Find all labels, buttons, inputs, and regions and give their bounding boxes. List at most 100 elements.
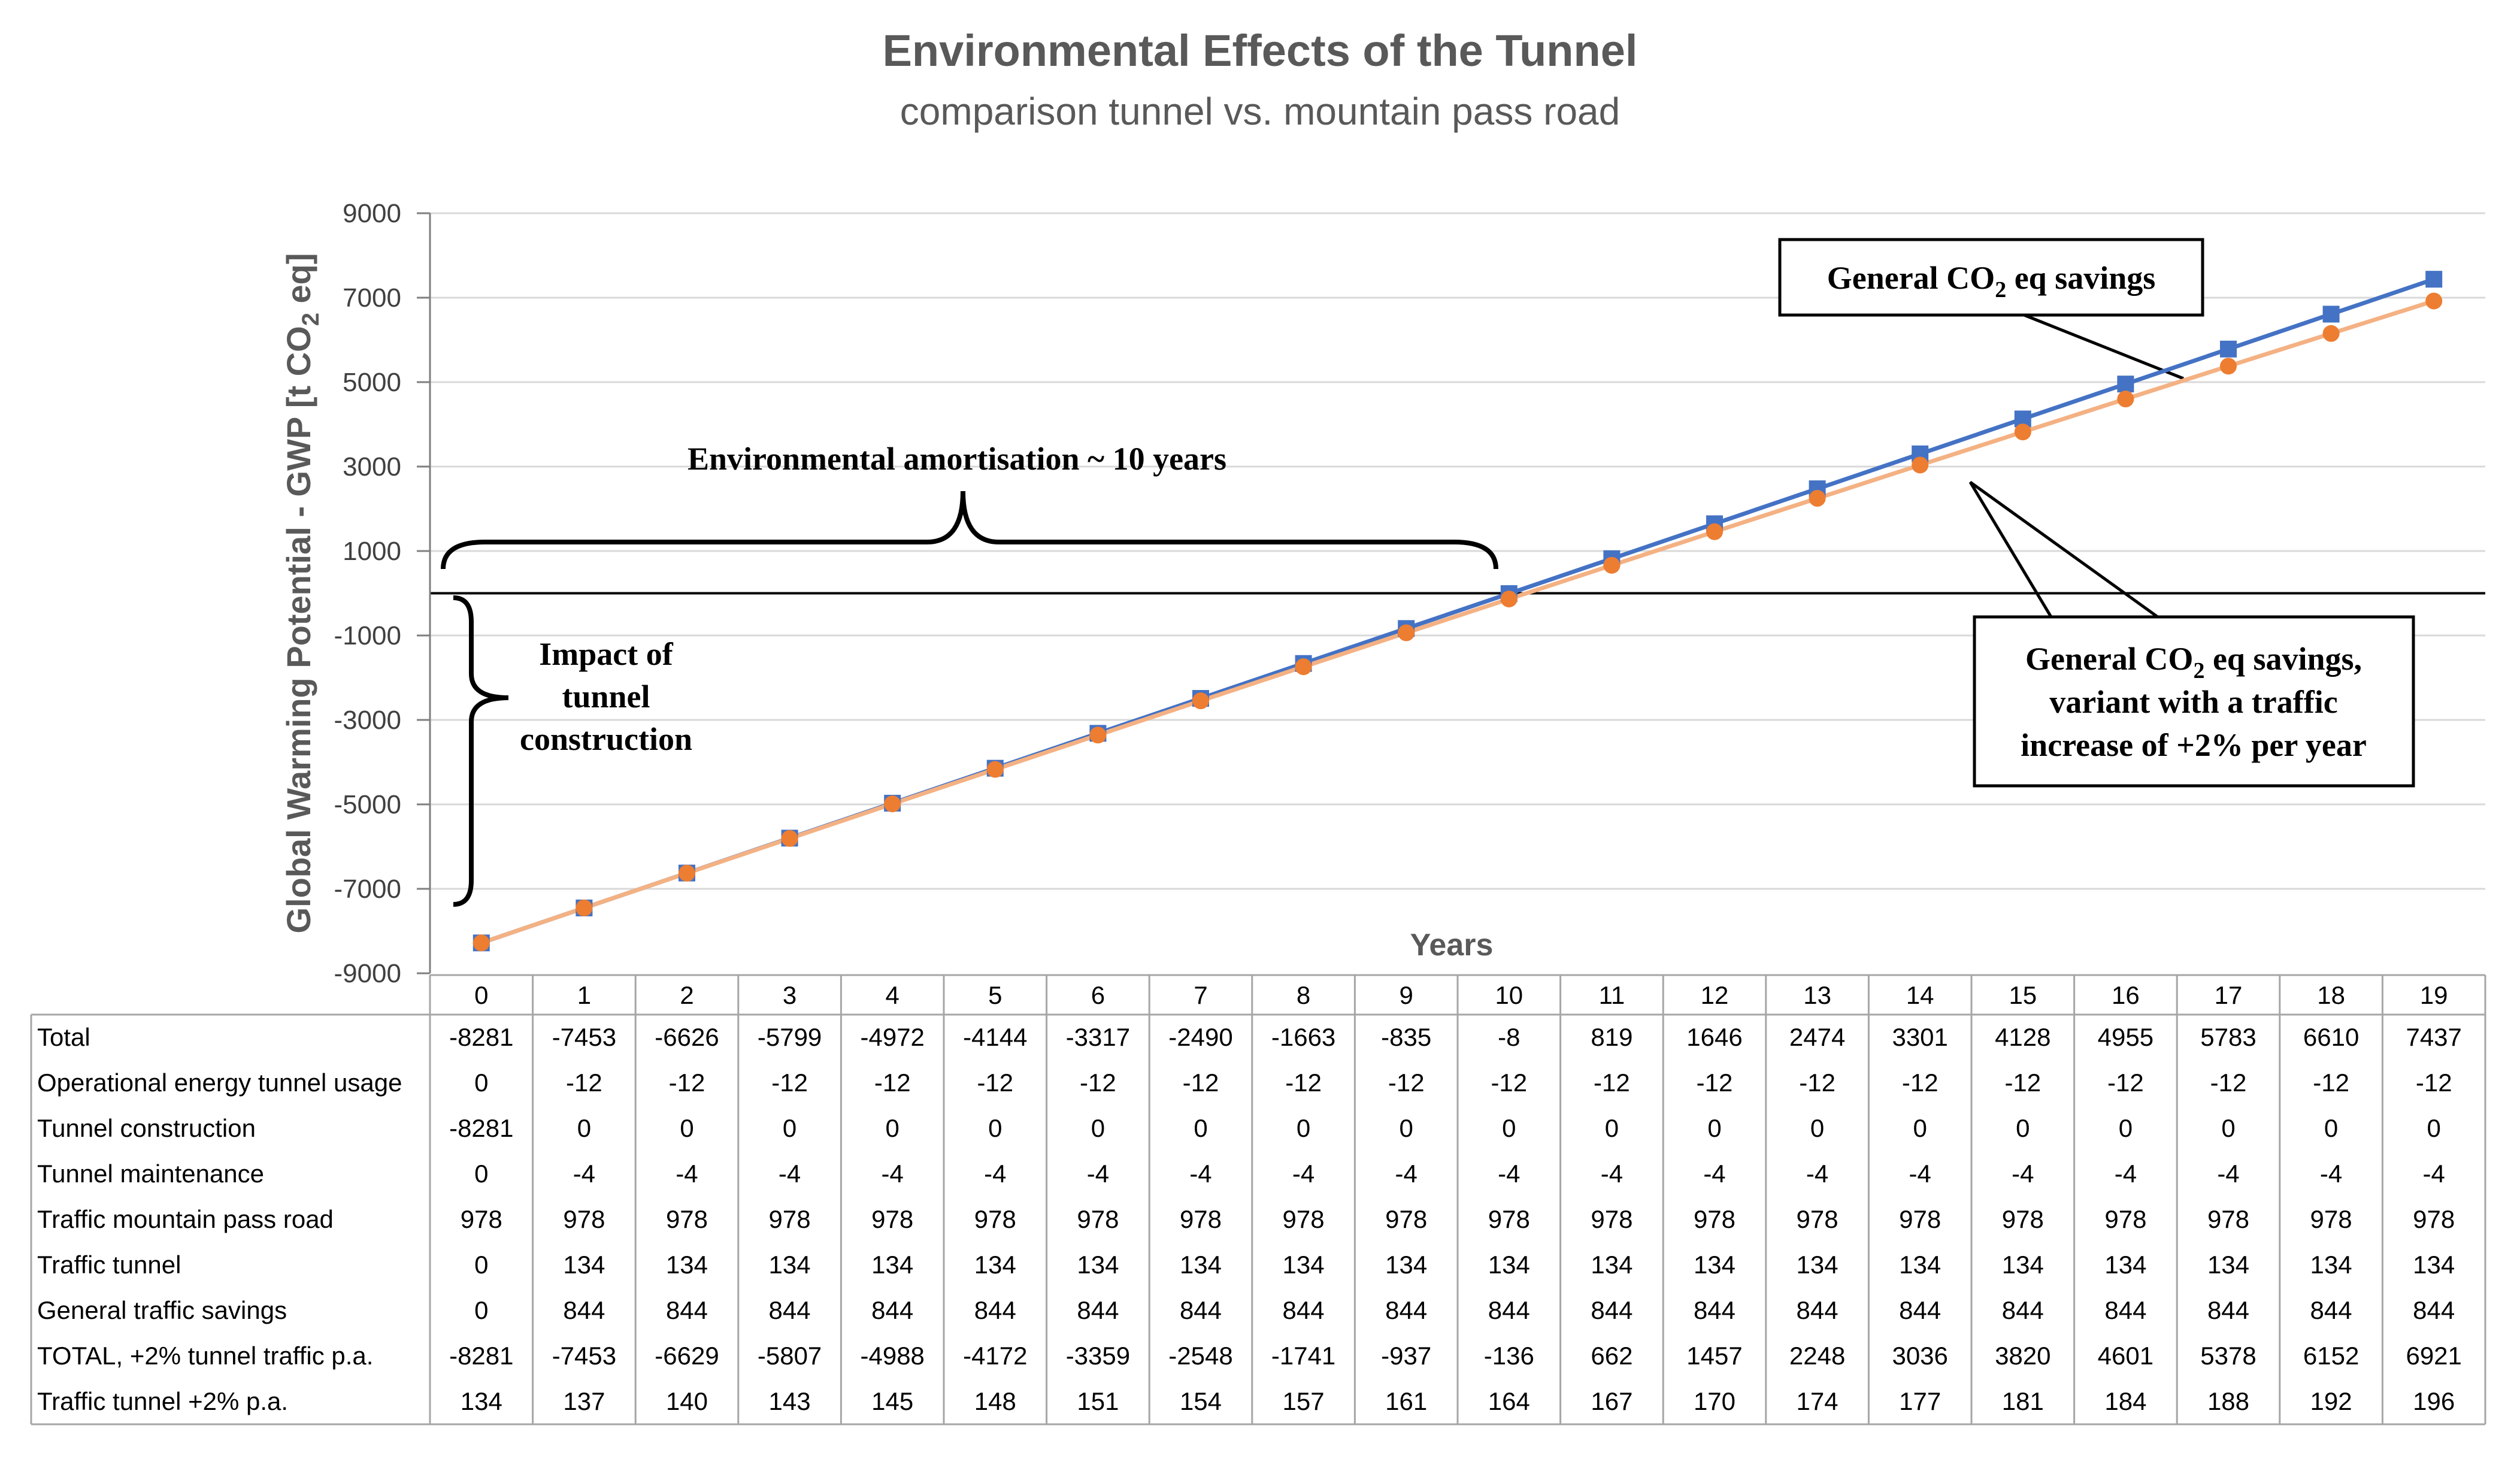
table-cell: -12 [2004, 1069, 2041, 1097]
table-cell: 0 [2221, 1114, 2235, 1142]
table-cell: -8281 [449, 1342, 513, 1370]
table-cell: 134 [1180, 1251, 1222, 1279]
y-tick-label: -5000 [334, 790, 401, 819]
table-cell: 0 [1502, 1114, 1516, 1142]
gridlines [430, 212, 2485, 890]
table-row-label: Total [37, 1023, 90, 1051]
table-cell: 0 [2324, 1114, 2338, 1142]
table-cell: 3820 [1995, 1342, 2050, 1370]
table-cell: 151 [1077, 1387, 1119, 1415]
x-tick-label: 3 [783, 981, 796, 1009]
amortisation-brace [441, 491, 1498, 570]
x-tick-label: 15 [2009, 981, 2037, 1009]
table-cell: -12 [1388, 1069, 1425, 1097]
table-cell: -12 [1183, 1069, 1219, 1097]
table-cell: -5799 [758, 1023, 822, 1051]
table-row-label: Tunnel maintenance [37, 1160, 264, 1188]
table-cell: 844 [563, 1296, 605, 1324]
table-cell: 978 [461, 1205, 502, 1233]
series-1-marker [1500, 591, 1518, 608]
table-cell: 6921 [2406, 1342, 2461, 1370]
table-cell: 2248 [1789, 1342, 1845, 1370]
table-cell: 0 [2119, 1114, 2133, 1142]
table-cell: 154 [1180, 1387, 1222, 1415]
table-cell: -4 [779, 1160, 801, 1188]
x-tick-label: 17 [2215, 981, 2243, 1009]
y-tick-label: 5000 [343, 368, 401, 397]
table-cell: 0 [1913, 1114, 1927, 1142]
x-axis-label: Years [1410, 928, 1494, 962]
table-cell: 6610 [2303, 1023, 2359, 1051]
table-cell: -1663 [1271, 1023, 1335, 1051]
table-cell: -7453 [552, 1342, 616, 1370]
series-1-marker [1603, 556, 1621, 574]
table-cell: 174 [1797, 1387, 1838, 1415]
table-cell: 978 [1591, 1205, 1632, 1233]
table-cell: 134 [1077, 1251, 1119, 1279]
table-cell: 978 [1797, 1205, 1838, 1233]
series-1-marker [2014, 423, 2031, 441]
table-cell: 134 [769, 1251, 811, 1279]
table-cell: 978 [1694, 1205, 1735, 1233]
table-cell: -12 [1902, 1069, 1939, 1097]
table-cell: -4 [984, 1160, 1006, 1188]
x-tick-label: 19 [2420, 981, 2448, 1009]
series-1-marker [781, 830, 798, 847]
table-cell: 134 [871, 1251, 913, 1279]
table-cell: -4 [1189, 1160, 1211, 1188]
table-cell: 170 [1694, 1387, 1735, 1415]
table-cell: -937 [1381, 1342, 1431, 1370]
table-cell: -12 [874, 1069, 911, 1097]
chart-subtitle: comparison tunnel vs. mountain pass road [900, 90, 1620, 133]
table-cell: 192 [2310, 1387, 2352, 1415]
table-cell: 844 [1488, 1296, 1530, 1324]
annotations: Environmental amortisation ~ 10 years Imp… [441, 238, 2415, 907]
table-cell: -4 [676, 1160, 698, 1188]
series-0-marker [2425, 271, 2443, 288]
table-cell: 134 [1899, 1251, 1941, 1279]
table-cell: 844 [2413, 1296, 2455, 1324]
table-cell: -136 [1484, 1342, 1534, 1370]
table-cell: 184 [2104, 1387, 2146, 1415]
table-cell: 844 [1591, 1296, 1632, 1324]
table-cell: 0 [1707, 1114, 1721, 1142]
table-cell: 844 [1180, 1296, 1222, 1324]
y-tick-label: -7000 [334, 874, 401, 904]
x-tick-label: 18 [2317, 981, 2345, 1009]
table-cell: 844 [1385, 1296, 1427, 1324]
y-tick-label: 7000 [343, 283, 401, 313]
table-cell: -12 [2416, 1069, 2452, 1097]
table-cell: 164 [1488, 1387, 1530, 1415]
table-cell: 0 [2427, 1114, 2441, 1142]
table-cell: -12 [1594, 1069, 1630, 1097]
table-cell: -12 [1799, 1069, 1836, 1097]
y-tick-label: 9000 [343, 199, 401, 228]
y-tick-label: -3000 [334, 706, 401, 735]
table-cell: 844 [2104, 1296, 2146, 1324]
table-row-label: Operational energy tunnel usage [37, 1069, 402, 1097]
table-cell: 4955 [2098, 1023, 2153, 1051]
series-1-marker [1398, 624, 1415, 641]
table-cell: 844 [1283, 1296, 1325, 1324]
table-cell: 134 [2002, 1251, 2044, 1279]
savings-callout-pointer [2024, 313, 2184, 380]
table-cell: 134 [1591, 1251, 1632, 1279]
table-cell: -4 [1395, 1160, 1418, 1188]
savings-callout-box [1778, 238, 2204, 317]
table-cell: -8281 [449, 1114, 513, 1142]
series-0-marker [2220, 340, 2237, 358]
variant-callout-pointer [1968, 480, 2159, 619]
table-cell: -835 [1381, 1023, 1431, 1051]
series-1-marker [576, 899, 593, 916]
variant-callout-line2: variant with a traffic [2049, 684, 2337, 720]
table-cell: 0 [1605, 1114, 1619, 1142]
table-cell: 978 [769, 1205, 811, 1233]
series-1-marker [1295, 658, 1312, 676]
table-cell: 0 [886, 1114, 899, 1142]
variant-callout-line3: increase of +2% per year [2021, 727, 2367, 763]
impact-brace [453, 595, 509, 907]
table-cell: -12 [977, 1069, 1013, 1097]
table-cell: 844 [974, 1296, 1016, 1324]
table-row-label: General traffic savings [37, 1296, 287, 1324]
